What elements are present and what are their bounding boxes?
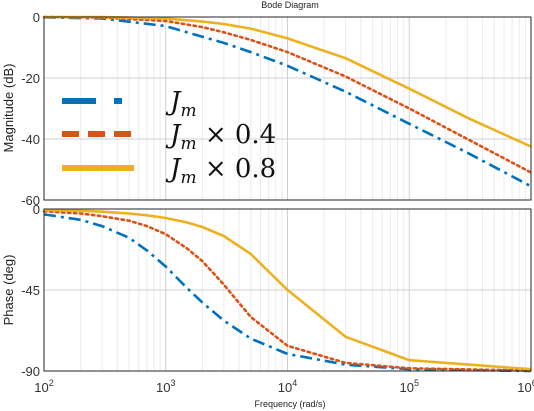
x-tick-label: 106: [517, 378, 534, 395]
magnitude-series: [42, 15, 533, 188]
magnitude-y-tick-label: 0: [33, 10, 40, 25]
magnitude-series-line-2: [44, 15, 532, 148]
phase-series: [42, 208, 533, 373]
phase-y-tick-label: 0: [33, 202, 40, 217]
magnitude-y-axis-label: Magnitude (dB): [1, 64, 16, 153]
phase-y-ticks: 0 -45 -90: [21, 202, 40, 379]
phase-series-line-1: [42, 210, 533, 372]
phase-series-line-0: [43, 213, 532, 373]
magnitude-series-line-0: [43, 16, 532, 188]
x-tick-label: 104: [278, 378, 297, 395]
magnitude-y-tick-label: -40: [21, 132, 40, 147]
x-axis-label: Frequency (rad/s): [254, 399, 325, 409]
magnitude-y-tick-label: -20: [21, 71, 40, 86]
x-tick-label: 103: [156, 378, 175, 395]
phase-plot-border: [43, 208, 532, 372]
legend-label-0: Jm: [165, 87, 197, 121]
legend-label-2: Jm × 0.8: [165, 154, 276, 188]
magnitude-y-ticks: 0 -20 -40 -60: [21, 10, 40, 208]
magnitude-plot-border: [43, 16, 532, 201]
legend-label-1: Jm × 0.4: [165, 120, 276, 154]
chart-title: Bode Diagram: [261, 0, 319, 10]
x-tick-label: 102: [34, 378, 53, 395]
x-tick-label: 105: [400, 378, 419, 395]
phase-plot: 0 -45 -90 102 103 104 105 106 Phase (deg) Freq…: [1, 202, 534, 409]
magnitude-y-tick-label: -60: [21, 193, 40, 208]
phase-y-tick-label: -45: [21, 283, 40, 298]
phase-y-axis-label: Phase (deg): [1, 255, 16, 326]
phase-y-tick-label: -90: [21, 364, 40, 379]
phase-series-line-2: [43, 208, 532, 371]
magnitude-series-line-1: [42, 15, 533, 174]
phase-x-ticks: 102 103 104 105 106: [34, 378, 534, 395]
